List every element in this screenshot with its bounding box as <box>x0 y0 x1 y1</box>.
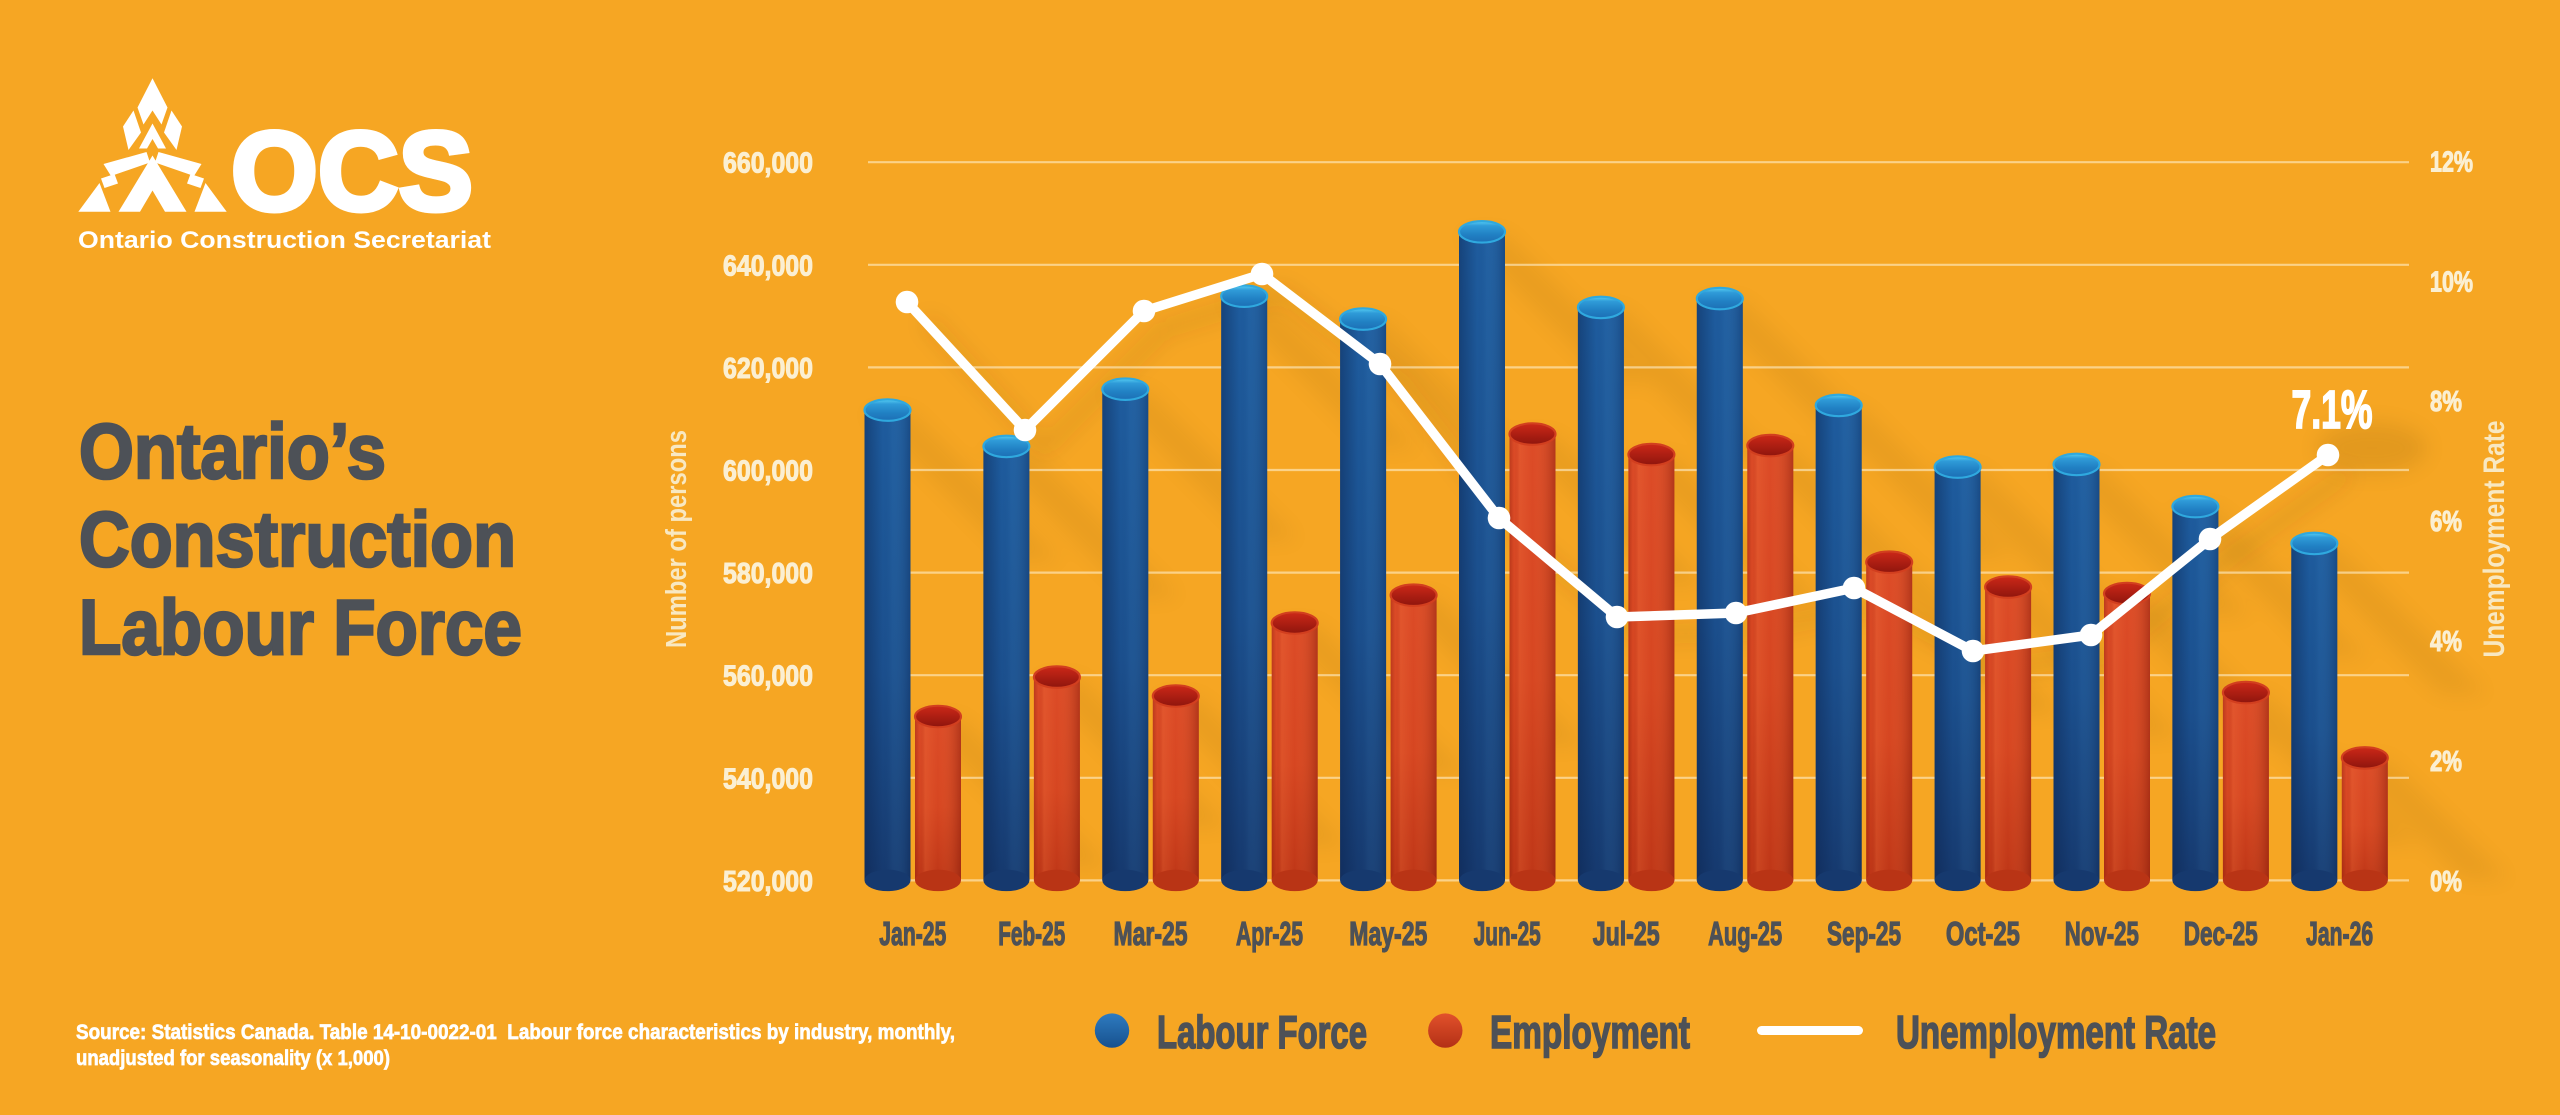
svg-text:2%: 2% <box>2430 746 2462 778</box>
svg-text:600,000: 600,000 <box>723 456 813 488</box>
svg-text:Mar-25: Mar-25 <box>1114 915 1188 952</box>
svg-text:560,000: 560,000 <box>723 661 813 693</box>
svg-text:4%: 4% <box>2430 626 2462 658</box>
svg-text:Labour Force: Labour Force <box>1157 1006 1367 1058</box>
svg-text:6%: 6% <box>2430 506 2462 538</box>
svg-text:Jun-25: Jun-25 <box>1474 915 1541 952</box>
svg-text:Labour Force: Labour Force <box>79 583 522 671</box>
svg-text:7.1%: 7.1% <box>2292 380 2373 440</box>
svg-text:580,000: 580,000 <box>723 558 813 590</box>
svg-text:Unemployment Rate: Unemployment Rate <box>2478 421 2511 658</box>
svg-text:Oct-25: Oct-25 <box>1946 915 2020 952</box>
svg-text:0%: 0% <box>2430 866 2462 898</box>
svg-text:Sep-25: Sep-25 <box>1827 915 1901 952</box>
svg-text:Employment: Employment <box>1490 1006 1690 1058</box>
svg-text:520,000: 520,000 <box>723 866 813 898</box>
svg-text:Ontario Construction Secretari: Ontario Construction Secretariat <box>78 227 491 254</box>
svg-text:Jul-25: Jul-25 <box>1593 915 1660 952</box>
svg-text:Feb-25: Feb-25 <box>998 915 1065 952</box>
svg-text:Jan-26: Jan-26 <box>2306 915 2373 952</box>
svg-text:Aug-25: Aug-25 <box>1708 915 1782 952</box>
svg-text:540,000: 540,000 <box>723 763 813 795</box>
svg-text:Number of persons: Number of persons <box>661 430 693 648</box>
svg-text:OCS: OCS <box>231 109 473 234</box>
svg-text:May-25: May-25 <box>1349 915 1427 952</box>
svg-text:660,000: 660,000 <box>723 148 813 180</box>
svg-text:Unemployment Rate: Unemployment Rate <box>1896 1006 2216 1058</box>
svg-text:640,000: 640,000 <box>723 250 813 282</box>
svg-text:8%: 8% <box>2430 386 2462 418</box>
svg-text:12%: 12% <box>2430 146 2473 178</box>
svg-text:Apr-25: Apr-25 <box>1236 915 1303 952</box>
svg-text:Construction: Construction <box>79 495 516 583</box>
svg-text:10%: 10% <box>2430 266 2473 298</box>
svg-text:Dec-25: Dec-25 <box>2184 915 2258 952</box>
svg-text:Ontario’s: Ontario’s <box>79 407 386 495</box>
svg-text:620,000: 620,000 <box>723 353 813 385</box>
svg-text:unadjusted for seasonality (x: unadjusted for seasonality (x 1,000) <box>76 1046 390 1070</box>
svg-text:Source: Statistics Canada. Tab: Source: Statistics Canada. Table 14-10-0… <box>76 1020 955 1044</box>
svg-text:Nov-25: Nov-25 <box>2065 915 2139 952</box>
svg-text:Jan-25: Jan-25 <box>879 915 946 952</box>
